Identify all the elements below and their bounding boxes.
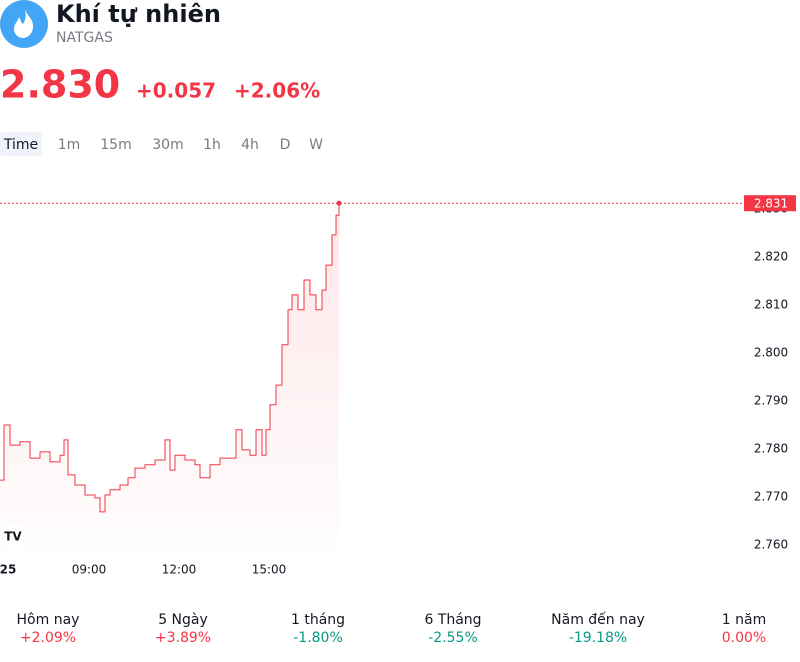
timeframe-tab[interactable]: 30m (152, 137, 183, 153)
y-tick-label: 2.790 (754, 394, 788, 408)
change: +0.057 (136, 79, 216, 103)
period-label[interactable]: 1 tháng (291, 612, 345, 628)
last-point (336, 200, 342, 206)
period-change[interactable]: -19.18% (569, 630, 627, 646)
period-change[interactable]: -1.80% (293, 630, 343, 646)
x-tick-label: 09:00 (72, 563, 107, 577)
period-change[interactable]: +2.09% (20, 630, 76, 646)
period-label[interactable]: 5 Ngày (158, 612, 208, 628)
y-tick-label: 2.760 (754, 538, 788, 552)
y-tick-label: 2.810 (754, 298, 788, 312)
timeframe-tab[interactable]: 1h (203, 137, 221, 153)
tv-logo: TV (0, 523, 26, 549)
timeframe-tab[interactable]: D (280, 137, 291, 153)
x-tick-label: 12:00 (162, 563, 197, 577)
symbol: NATGAS (56, 30, 113, 46)
y-tick-label: 2.770 (754, 490, 788, 504)
active-tab-bg (0, 132, 42, 156)
symbol-icon (0, 0, 48, 48)
y-tick-label: 2.780 (754, 442, 788, 456)
period-label[interactable]: Năm đến nay (551, 611, 645, 628)
area (0, 203, 339, 554)
title: Khí tự nhiên (56, 0, 221, 28)
last-price-label: 2.831 (754, 197, 788, 211)
period-label[interactable]: 1 năm (722, 612, 766, 628)
period-change[interactable]: 0.00% (722, 630, 766, 646)
x-tick-label: 15:00 (252, 563, 287, 577)
y-tick-label: 2.820 (754, 250, 788, 264)
timeframe-tab[interactable]: 4h (241, 137, 259, 153)
x-tick-label: 25 (0, 563, 16, 577)
price-line (0, 203, 340, 513)
performance: Hôm nay +2.09% 5 Ngày +3.89% 1 tháng -1.80% 6 … (17, 611, 767, 646)
price: 2.830 (0, 63, 120, 107)
period-label[interactable]: Hôm nay (17, 612, 80, 628)
period-change[interactable]: +3.89% (155, 630, 211, 646)
last-price-badge (744, 195, 796, 212)
svg-text:TV: TV (4, 530, 22, 544)
chart: 2.7602.7702.7802.7902.8002.8102.8202.830… (0, 195, 796, 577)
timeframe-tab[interactable]: W (309, 137, 323, 153)
timeframe-tab[interactable]: 15m (100, 137, 131, 153)
timeframe-tab[interactable]: Time (3, 137, 38, 153)
timeframe-tabs: Time 1m 15m 30m 1h 4h D W (3, 137, 323, 153)
period-change[interactable]: -2.55% (428, 630, 478, 646)
change-percent: +2.06% (234, 79, 320, 103)
period-label[interactable]: 6 Tháng (424, 612, 481, 628)
y-tick-label: 2.800 (754, 346, 788, 360)
timeframe-tab[interactable]: 1m (58, 137, 81, 153)
